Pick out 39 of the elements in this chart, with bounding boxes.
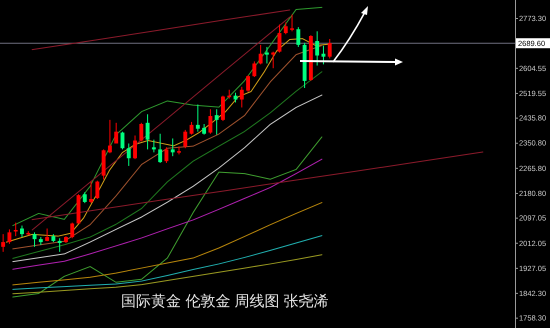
- text: 国际黄金 伦敦金 周线图 张尧浠: [121, 293, 329, 310]
- candlestick: [258, 44, 263, 65]
- candlestick: [1, 234, 6, 252]
- candlestick: [315, 30, 320, 66]
- candlestick: [196, 104, 200, 132]
- candlestick: [139, 122, 144, 142]
- candlestick: [14, 222, 18, 237]
- candlestick: [202, 123, 206, 136]
- candlestick: [89, 181, 94, 204]
- candlestick: [114, 122, 118, 144]
- candlestick: [170, 138, 175, 157]
- candlestick: [152, 139, 156, 153]
- candlestick: [221, 95, 225, 122]
- candlestick: [58, 238, 62, 252]
- candlestick: [108, 119, 112, 154]
- candlestick: [296, 26, 300, 48]
- candlestick: [146, 114, 150, 150]
- candlestick: [32, 232, 36, 248]
- candlestick: [20, 225, 24, 238]
- candlestick: [234, 92, 238, 103]
- candlestick: [126, 142, 131, 166]
- candlestick: [190, 121, 194, 136]
- candlestick: [95, 180, 100, 200]
- candlestick: [45, 228, 50, 242]
- candlestick: [278, 24, 282, 54]
- candlestick: [133, 135, 137, 160]
- candlestick: [246, 74, 250, 92]
- candlestick: [322, 45, 326, 65]
- candlestick: [264, 46, 269, 64]
- candlestick: [290, 14, 294, 32]
- candlestick: [183, 129, 188, 149]
- candlestick: [208, 108, 212, 134]
- candlestick: [240, 86, 244, 108]
- candlestick: [214, 108, 219, 136]
- candlestick: [7, 228, 12, 244]
- candlestick: [252, 60, 256, 78]
- candlestick: [158, 133, 162, 164]
- candlestick: [164, 146, 168, 164]
- candlestick: [120, 131, 124, 150]
